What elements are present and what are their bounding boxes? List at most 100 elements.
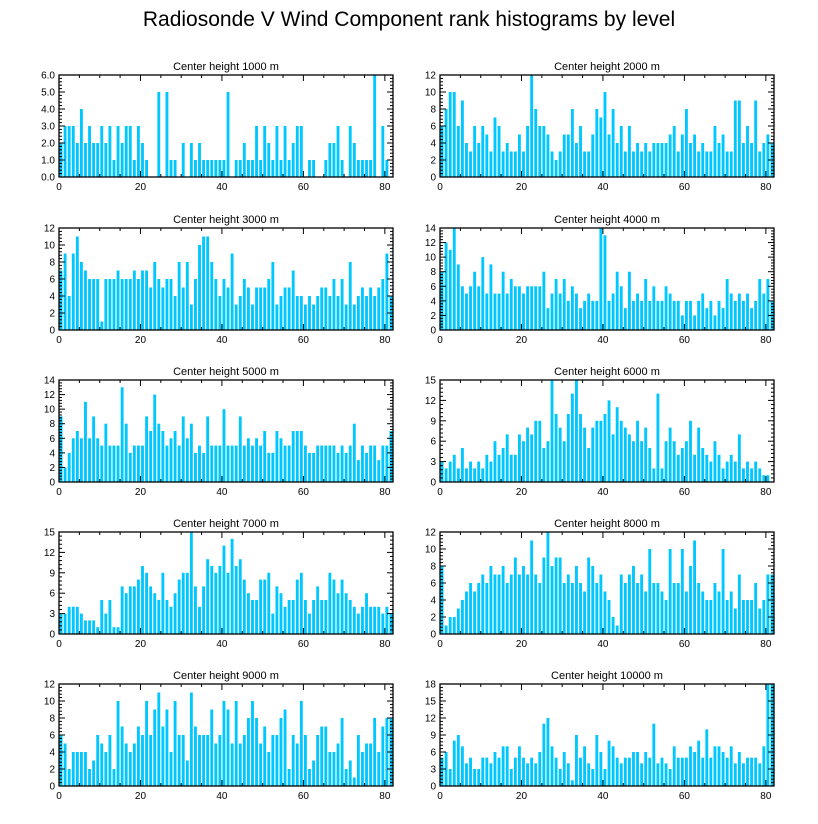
bar [226,445,230,482]
bar [648,549,652,634]
bar [173,160,177,177]
y-tick-label: 4 [49,448,55,459]
histogram-panel-9: Center height 9000 m 0 20 40 60 80 0 2 4 6 8 10 12 [44,670,394,802]
bar [328,143,332,177]
x-tick-label: 80 [379,639,391,650]
bar [550,746,554,786]
bar [754,461,758,482]
bar [676,757,680,786]
bar [291,431,295,482]
bar [505,434,509,482]
bar [737,434,741,482]
bar [456,126,460,177]
bar [477,769,481,786]
bar [356,613,360,634]
bar [283,606,287,634]
bar [336,452,340,482]
bar [299,296,303,330]
bar [526,286,530,330]
x-tick-label: 40 [216,487,228,498]
bar [713,126,717,177]
bar [361,445,364,482]
bar [185,438,189,482]
bar [259,445,263,482]
bar [570,393,574,482]
bar [766,684,770,786]
bar [369,160,373,177]
bar [517,134,521,177]
bar [75,606,79,634]
bar [546,441,550,482]
bar [291,270,295,330]
y-tick-label: 10 [44,697,56,708]
bar [198,606,201,634]
bar [750,757,754,786]
bar [332,279,336,330]
bar [583,427,587,482]
bar [271,613,275,634]
bar [550,380,554,482]
bar [361,287,364,330]
bar [762,475,766,482]
bar [100,126,104,177]
panel-title: Center height 6000 m [554,366,660,378]
bar [530,286,534,330]
bar [652,143,656,177]
bar [79,752,83,786]
bar [352,606,356,634]
bar [627,434,631,482]
y-tick-label: 4 [430,139,436,150]
bar [562,441,566,482]
y-tick-label: 10 [425,253,437,264]
bar [644,143,648,177]
bar [328,296,332,330]
bar [153,593,157,634]
bar [75,236,79,330]
bar [754,100,758,177]
y-tick-label: 2 [49,765,55,776]
bar [603,414,607,482]
bar [733,300,737,330]
bar [603,591,607,634]
bar [473,769,477,786]
bar [656,583,660,634]
histogram-panel-4: Center height 4000 m 0 20 40 60 80 0 2 4 6 8 10 12 14 [425,214,775,346]
bar [640,441,644,482]
bar [575,566,578,634]
bar [640,574,644,634]
bar [153,709,157,786]
bar [746,600,749,634]
bar [469,583,472,634]
bar [365,160,368,177]
bar [312,160,316,177]
bar [733,763,737,786]
bar [332,752,336,786]
bar [575,735,578,786]
x-tick-label: 0 [437,182,443,193]
bar [316,586,320,634]
bar [762,746,766,786]
histogram-panel-5: Center height 5000 m 0 20 40 60 80 0 2 4 6 8 10 12 14 [44,366,394,498]
bar [460,100,464,177]
bar [181,416,185,482]
bar [517,286,521,330]
bar [742,468,745,482]
y-tick-label: 0 [430,326,436,337]
bar [566,300,570,330]
bar [238,416,242,482]
bar [652,286,656,330]
bar [469,151,472,177]
x-tick-label: 60 [679,182,691,193]
bar [198,143,201,177]
y-tick-label: 0 [430,478,436,489]
y-tick-label: 12 [44,548,56,559]
bar [59,270,63,330]
bar [303,600,307,634]
bar [611,617,615,634]
bar [513,757,517,786]
bar [251,304,254,330]
bar [295,579,299,634]
bar [701,757,705,786]
bar [456,608,460,634]
